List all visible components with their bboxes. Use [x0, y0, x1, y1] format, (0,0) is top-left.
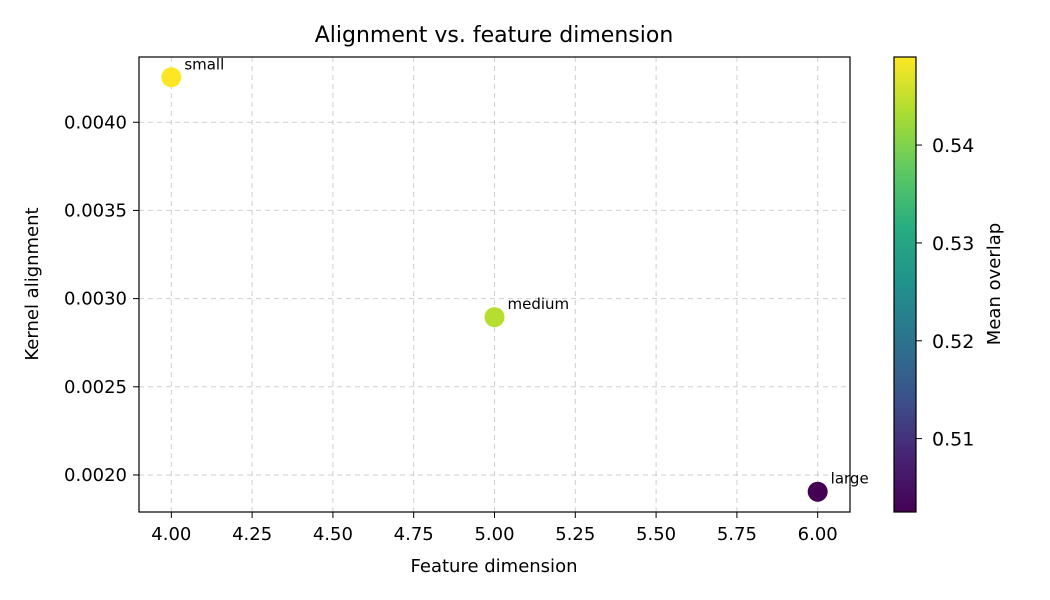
- x-tick-label: 5.75: [717, 524, 757, 545]
- x-axis-title: Feature dimension: [411, 556, 578, 577]
- point-label-medium: medium: [508, 295, 570, 313]
- colorbar-tick-label: 0.53: [932, 233, 974, 255]
- y-axis-ticks: 0.0020 0.0025 0.0030 0.0035 0.0040: [64, 112, 139, 486]
- y-axis-title: Kernel alignment: [22, 207, 43, 360]
- y-tick-label: 0.0025: [64, 377, 127, 398]
- x-tick-label: 4.25: [232, 524, 272, 545]
- colorbar-tick-label: 0.51: [932, 429, 974, 451]
- plot-frame: [138, 56, 851, 513]
- y-tick-label: 0.0040: [64, 112, 127, 133]
- colorbar: [893, 56, 917, 513]
- y-tick-label: 0.0020: [64, 465, 127, 486]
- x-tick-label: 6.00: [798, 524, 838, 545]
- x-tick-label: 5.00: [474, 524, 514, 545]
- x-tick-label: 5.25: [555, 524, 595, 545]
- grid: [139, 57, 850, 512]
- x-axis-ticks: 4.00 4.25 4.50 4.75 5.00 5.25 5.50 5.75 6.00: [151, 512, 838, 545]
- x-tick-label: 4.75: [394, 524, 434, 545]
- y-tick-label: 0.0030: [64, 289, 127, 310]
- x-tick-label: 4.00: [151, 524, 191, 545]
- data-point-medium: [484, 307, 505, 328]
- data-point-small: [161, 67, 182, 88]
- y-tick-label: 0.0035: [64, 200, 127, 221]
- colorbar-title: Mean overlap: [984, 223, 1005, 345]
- colorbar-tick-label: 0.52: [932, 331, 974, 353]
- x-tick-label: 5.50: [636, 524, 676, 545]
- data-point-large: [807, 481, 828, 502]
- colorbar-tick-label: 0.54: [932, 135, 974, 157]
- colorbar-ticks: 0.51 0.52 0.53 0.54: [916, 135, 974, 451]
- x-tick-label: 4.50: [313, 524, 353, 545]
- chart-title: Alignment vs. feature dimension: [315, 23, 674, 48]
- point-label-small: small: [184, 55, 224, 73]
